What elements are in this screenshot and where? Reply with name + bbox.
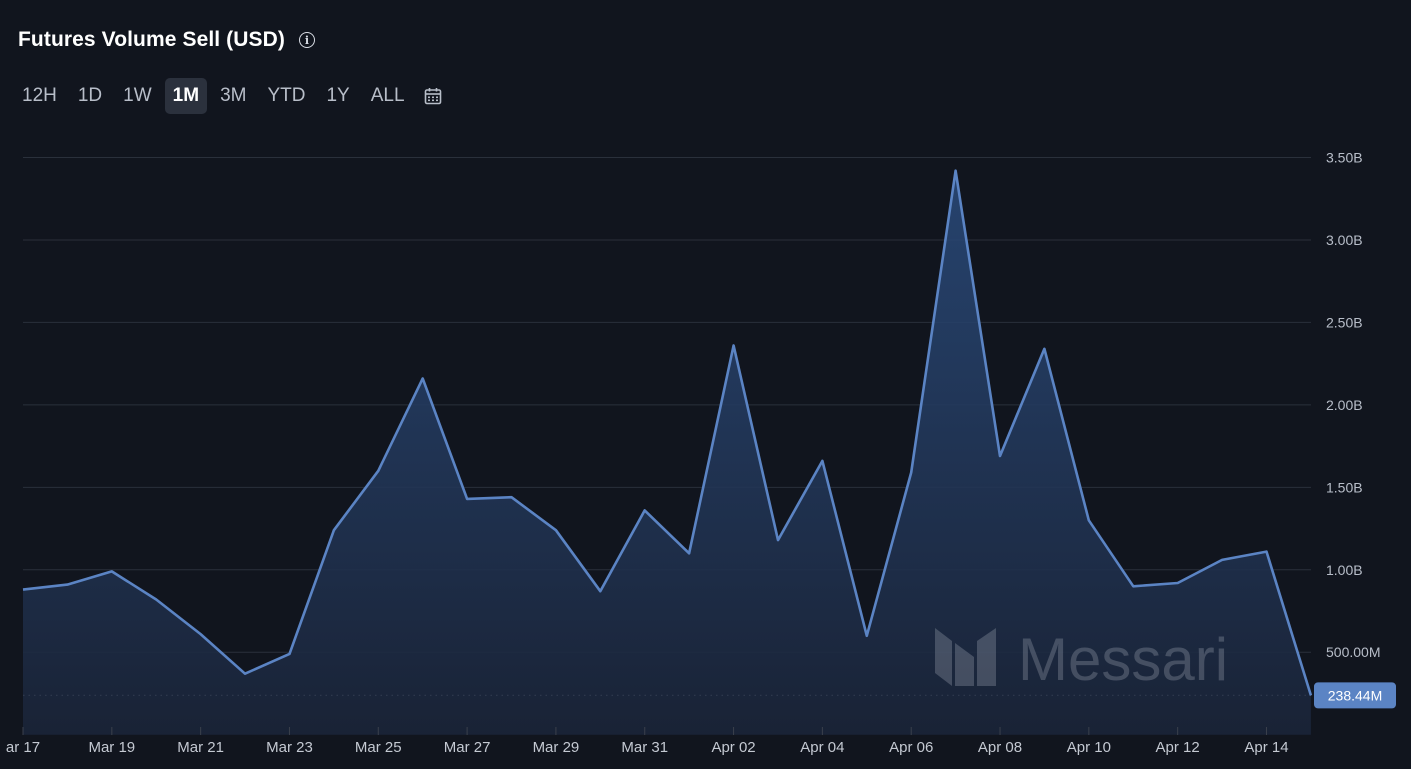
x-tick-label: ar 17 (6, 739, 40, 756)
x-tick-label: Apr 02 (711, 739, 755, 756)
area-series (23, 170, 1311, 735)
current-value-label: 238.44M (1328, 687, 1382, 703)
range-1m-button[interactable]: 1M (164, 78, 208, 114)
x-tick-label: Mar 23 (266, 739, 313, 756)
range-1y-button[interactable]: 1Y (326, 85, 350, 106)
time-range-selector: 12H 1D 1W 1M 3M YTD 1Y ALL (14, 78, 442, 114)
x-tick-label: Apr 14 (1244, 739, 1288, 756)
x-tick-label: Apr 06 (889, 739, 933, 756)
x-tick-label: Mar 25 (355, 739, 402, 756)
info-icon[interactable]: i (298, 32, 315, 48)
y-tick-label: 3.00B (1326, 232, 1363, 248)
messari-watermark: Messari (935, 626, 1228, 693)
chart-header: Futures Volume Sell (USD) i (18, 28, 315, 52)
range-12h-button[interactable]: 12H (22, 85, 57, 106)
x-tick-label: Apr 08 (978, 739, 1022, 756)
x-tick-label: Mar 29 (533, 739, 580, 756)
x-tick-label: Apr 12 (1156, 739, 1200, 756)
x-axis: ar 17 Mar 19 Mar 21 Mar 23 Mar 25 Mar 27 Mar 2… (6, 727, 1289, 756)
chart-title: Futures Volume Sell (USD) (18, 28, 285, 51)
line-series (22, 169, 1313, 696)
x-tick-label: Mar 31 (621, 739, 668, 756)
y-tick-label: 2.00B (1326, 397, 1363, 413)
x-tick-label: Mar 19 (88, 739, 135, 756)
y-tick-label: 2.50B (1326, 314, 1363, 330)
y-axis: 500.00M 1.00B 1.50B 2.00B 2.50B 3.00B 3.50B (1326, 150, 1380, 661)
area-fill (23, 170, 1311, 735)
calendar-icon[interactable] (424, 87, 442, 105)
range-1d-button[interactable]: 1D (77, 85, 103, 106)
range-all-button[interactable]: ALL (370, 85, 405, 106)
current-value-badge-bg (1314, 682, 1396, 709)
x-tick-label: Apr 04 (800, 739, 844, 756)
y-tick-label: 1.00B (1326, 562, 1363, 578)
range-1w-button[interactable]: 1W (123, 85, 152, 106)
series-line (22, 169, 1313, 696)
range-ytd-button[interactable]: YTD (267, 85, 306, 106)
y-tick-label: 500.00M (1326, 644, 1380, 660)
y-tick-label: 1.50B (1326, 479, 1363, 495)
y-tick-label: 3.50B (1326, 150, 1363, 166)
x-tick-label: Mar 21 (177, 739, 224, 756)
x-tick-label: Apr 10 (1067, 739, 1111, 756)
watermark-text: Messari (1018, 626, 1228, 693)
x-tick-label: Mar 27 (444, 739, 491, 756)
current-value-badge: 238.44M (1314, 682, 1396, 709)
range-3m-button[interactable]: 3M (220, 85, 247, 106)
